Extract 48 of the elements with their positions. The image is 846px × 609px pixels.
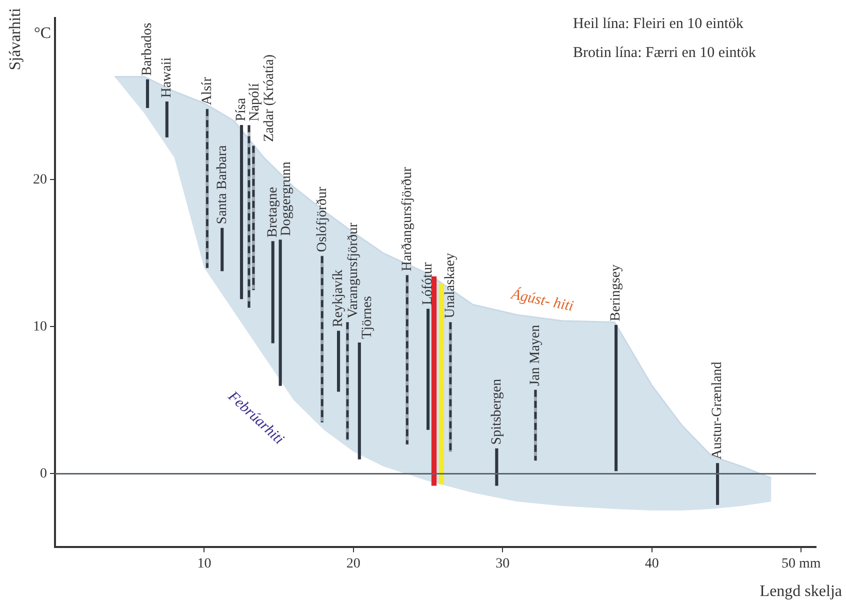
bar <box>165 101 168 138</box>
annotation: Hawaii <box>160 57 175 98</box>
annotation: Heil lína: Fleiri en 10 eintök <box>573 16 744 32</box>
bar <box>220 228 224 272</box>
bar <box>146 79 150 108</box>
y-tick-label: 20 <box>33 172 47 188</box>
x-tick-label: 30 <box>496 556 510 572</box>
annotation: Tjörnes <box>360 296 376 339</box>
bar <box>278 240 282 386</box>
x-tick-label: 40 <box>644 556 659 572</box>
bar <box>240 124 244 300</box>
annotation: Lófótur <box>420 262 436 306</box>
y-axis-title: Sjávarhiti <box>7 7 24 70</box>
x-tick-label: 20 <box>346 556 360 572</box>
bar <box>438 284 444 484</box>
x-tick-label: 50 mm <box>781 556 821 572</box>
annotation: Napólí <box>248 83 263 122</box>
annotation: Bretagne <box>266 186 281 238</box>
annotation: Spitsbergen <box>489 378 504 445</box>
bar <box>614 324 618 472</box>
bar <box>716 463 720 505</box>
annotation: Santa Barbara <box>214 144 230 224</box>
text: °C <box>34 25 52 42</box>
x-axis-title: Lengd skelja <box>760 583 842 600</box>
annotation: Beringsey <box>608 264 624 322</box>
annotation: Varangursfjörður <box>346 222 362 318</box>
annotation: Doggergrunn <box>278 162 294 236</box>
annotation: Harðangursfjörður <box>400 166 415 272</box>
bar <box>431 276 437 486</box>
bar <box>495 448 498 486</box>
bar <box>426 308 430 430</box>
x-tick-label: 10 <box>197 556 212 572</box>
bar <box>336 330 340 392</box>
annotation: Zadar (Króatía) <box>262 54 278 142</box>
y-tick-label: 0 <box>40 466 47 482</box>
annotation: Austur-Grænland <box>710 362 726 460</box>
annotation: Alsír <box>200 76 215 106</box>
annotation: Barbados <box>140 22 156 76</box>
annotation: Oslófjörður <box>314 186 330 252</box>
annotation: Reykjavík <box>331 270 346 328</box>
annotation: Ágúst- hiti <box>508 285 575 315</box>
annotation: Jan Mayen <box>528 324 544 386</box>
annotation: Písa <box>234 97 250 122</box>
bar <box>271 241 274 344</box>
annotation: Unalaskaey <box>443 252 458 318</box>
bar <box>358 342 361 460</box>
annotation: Brotin lína: Færri en 10 eintök <box>573 44 756 61</box>
y-tick-label: 10 <box>33 319 47 334</box>
